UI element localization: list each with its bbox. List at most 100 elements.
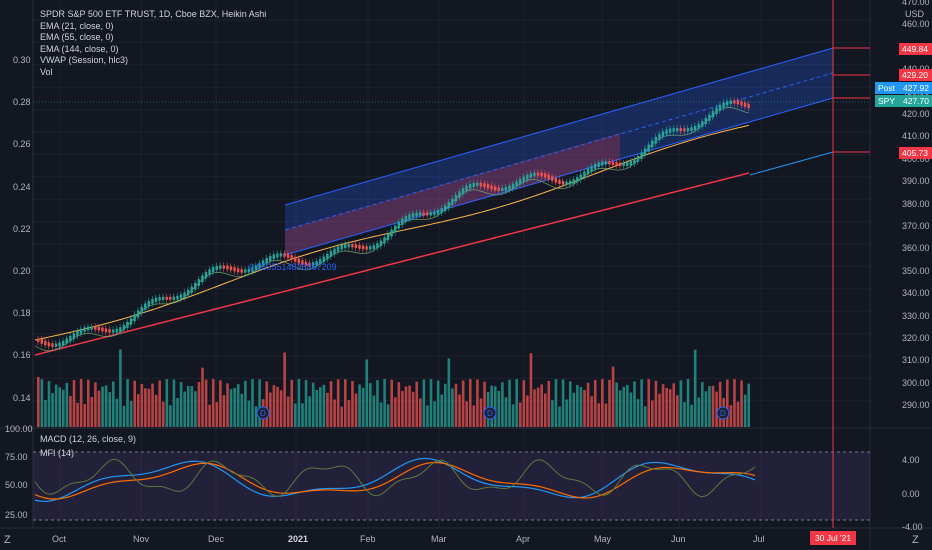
candle-body bbox=[336, 246, 340, 252]
candle-body bbox=[547, 174, 550, 180]
ema144-legend[interactable]: EMA (144, close, 0) bbox=[40, 43, 119, 54]
candle-body bbox=[236, 268, 240, 273]
candle-body bbox=[194, 282, 197, 290]
candle-body bbox=[211, 267, 215, 273]
right-scale-toggle[interactable]: Z bbox=[912, 534, 919, 546]
candle-body bbox=[651, 140, 654, 148]
price-tick: 370.00 bbox=[902, 221, 930, 231]
candle-body bbox=[294, 256, 297, 262]
volume-bar bbox=[508, 379, 511, 427]
candle-body bbox=[629, 161, 633, 166]
price-tick: 420.00 bbox=[902, 109, 930, 119]
signal-line bbox=[34, 461, 756, 500]
volume-bar bbox=[693, 349, 697, 427]
volume-bar bbox=[454, 383, 458, 427]
vwap-legend[interactable]: VWAP (Session, hlc3) bbox=[40, 55, 129, 66]
volume-bar bbox=[451, 388, 454, 427]
volume-bar bbox=[661, 384, 665, 427]
candle-body bbox=[276, 253, 279, 258]
volume-bar bbox=[493, 386, 497, 427]
volume-bar bbox=[733, 379, 736, 427]
time-label: Jul bbox=[753, 534, 765, 544]
candle-body bbox=[286, 253, 290, 259]
macd-legend[interactable]: MACD (12, 26, close, 9) bbox=[40, 434, 137, 444]
volume-bar bbox=[254, 406, 258, 427]
candle-body bbox=[379, 240, 383, 247]
candle-body bbox=[136, 310, 140, 318]
candle-body bbox=[668, 128, 672, 133]
candle-body bbox=[722, 102, 725, 108]
volume-bar bbox=[515, 379, 518, 427]
candle-body bbox=[394, 225, 397, 233]
candle-body bbox=[529, 173, 533, 178]
volume-bar bbox=[497, 390, 501, 427]
candle-body bbox=[186, 289, 190, 296]
candle-body bbox=[493, 186, 497, 191]
volume-bar bbox=[315, 389, 319, 427]
candle-body bbox=[301, 260, 304, 265]
volume-bar bbox=[601, 379, 604, 427]
volume-bar bbox=[265, 381, 269, 427]
candle-body bbox=[626, 162, 629, 167]
volume-bar bbox=[79, 379, 83, 427]
volume-bar bbox=[429, 379, 433, 427]
candle-body bbox=[522, 176, 525, 182]
candle-body bbox=[676, 128, 679, 132]
candle-body bbox=[579, 174, 583, 181]
volume-bar bbox=[183, 391, 186, 427]
candle-body bbox=[329, 251, 333, 257]
price-tag-449: 449.84 bbox=[899, 43, 932, 55]
candle-body bbox=[672, 128, 675, 132]
candle-body bbox=[283, 253, 286, 257]
volume-bar bbox=[490, 385, 493, 427]
ema55-legend[interactable]: EMA (55, close, 0) bbox=[40, 32, 114, 43]
candle-body bbox=[54, 343, 58, 347]
candle-body bbox=[151, 298, 154, 304]
mfi-legend[interactable]: MFI (14) bbox=[40, 448, 75, 458]
candle-body bbox=[344, 244, 347, 249]
left-tick: 0.20 bbox=[13, 266, 31, 276]
volume-bar bbox=[319, 387, 322, 427]
candle-body bbox=[183, 292, 186, 298]
volume-bar bbox=[665, 387, 668, 427]
candle-body bbox=[244, 269, 247, 273]
candle-body bbox=[479, 182, 483, 187]
volume-bar bbox=[518, 402, 522, 427]
volume-bar bbox=[718, 381, 722, 427]
candle-body bbox=[47, 342, 51, 347]
price-tick: 310.00 bbox=[902, 355, 930, 366]
candle-body bbox=[408, 214, 411, 220]
volume-bar bbox=[172, 379, 176, 427]
candle-body bbox=[90, 326, 93, 330]
candle-body bbox=[643, 148, 647, 156]
volume-bar bbox=[122, 405, 126, 427]
chart-legend: SPDR S&P 500 ETF TRUST, 1D, Cboe BZX, He… bbox=[40, 9, 266, 79]
left-scale-toggle[interactable]: Z bbox=[4, 534, 11, 546]
left-tick: 0.24 bbox=[13, 181, 31, 192]
price-tick: 360.00 bbox=[902, 243, 930, 254]
ema21-legend[interactable]: EMA (21, close, 0) bbox=[40, 20, 114, 31]
volume-bar bbox=[279, 390, 283, 427]
volume-bar bbox=[147, 388, 151, 427]
candle-body bbox=[586, 168, 590, 175]
volume-bar bbox=[83, 403, 87, 427]
channel-lower-line bbox=[284, 97, 834, 256]
symbol-title[interactable]: SPDR S&P 500 ETF TRUST, 1D, Cboe BZX, He… bbox=[40, 9, 267, 19]
volume-bar bbox=[247, 400, 251, 427]
candle-body bbox=[290, 255, 293, 260]
volume-bar bbox=[69, 395, 72, 427]
volume-bar bbox=[390, 379, 394, 427]
volume-bar bbox=[72, 380, 76, 427]
volume-bar bbox=[729, 405, 733, 427]
volume-bar bbox=[165, 379, 169, 427]
candle-body bbox=[97, 326, 101, 331]
macd-tick: 4.00 bbox=[902, 455, 920, 465]
macd-line bbox=[34, 457, 756, 502]
volume-bar bbox=[715, 391, 718, 427]
candle-body bbox=[693, 125, 697, 131]
volume-bar bbox=[194, 391, 197, 427]
volume-bar bbox=[440, 394, 444, 427]
vol-legend[interactable]: Vol bbox=[40, 66, 53, 77]
candle-body bbox=[526, 174, 529, 180]
